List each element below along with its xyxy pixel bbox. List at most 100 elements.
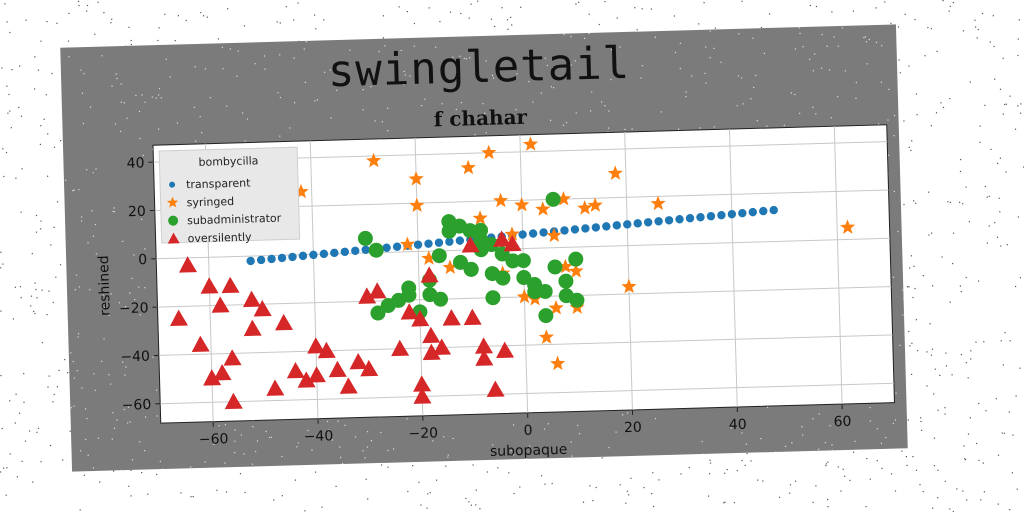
speckle [97, 1, 99, 3]
speckle [501, 7, 503, 9]
speckle [778, 496, 781, 498]
data-point [408, 170, 424, 186]
speckle [904, 13, 906, 15]
speckle [254, 450, 257, 453]
speckle [331, 439, 333, 441]
speckle [3, 467, 5, 469]
data-point [560, 226, 569, 235]
speckle [158, 27, 160, 29]
speckle [76, 369, 78, 372]
speckle [650, 8, 652, 10]
speckle [9, 110, 11, 112]
speckle [625, 502, 627, 504]
y-tick-label: −60 [121, 397, 151, 414]
speckle [200, 12, 202, 14]
data-point [504, 226, 520, 241]
data-point [224, 392, 243, 410]
data-point [602, 222, 611, 231]
speckle [138, 110, 141, 113]
speckle [157, 94, 160, 96]
data-point [360, 359, 379, 377]
speckle [962, 203, 964, 205]
speckle [812, 106, 814, 108]
speckle [979, 125, 981, 127]
speckle [975, 341, 977, 343]
data-point [727, 209, 737, 219]
speckle [122, 361, 124, 363]
data-point [538, 308, 554, 324]
speckle [94, 223, 97, 226]
data-point [370, 305, 386, 321]
speckle [108, 314, 110, 316]
speckle [40, 125, 42, 127]
speckle [745, 443, 747, 445]
speckle [40, 228, 42, 230]
speckle [305, 40, 307, 43]
speckle [933, 393, 935, 395]
speckle [176, 122, 179, 124]
speckle [1004, 332, 1006, 334]
speckle [157, 39, 159, 42]
speckle [506, 19, 509, 21]
speckle [678, 128, 680, 130]
speckle [2, 263, 4, 265]
speckle [994, 222, 996, 224]
speckle [0, 375, 2, 377]
speckle [723, 502, 725, 504]
speckle [876, 428, 878, 430]
speckle [5, 494, 7, 496]
data-point [461, 236, 480, 253]
speckle [95, 168, 97, 170]
speckle [321, 506, 323, 508]
x-tick-label: −20 [408, 425, 438, 442]
speckle [820, 67, 823, 69]
speckle [113, 211, 116, 213]
speckle [978, 402, 980, 405]
speckle [32, 481, 34, 483]
legend: bombycilla transparent syringed subadminis… [158, 146, 301, 245]
speckle [403, 70, 405, 73]
speckle [126, 117, 128, 119]
speckle [432, 440, 434, 442]
speckle [340, 456, 342, 459]
speckle [755, 74, 757, 77]
speckle [809, 4, 811, 7]
speckle [460, 12, 462, 15]
data-point [366, 152, 382, 168]
speckle [128, 26, 130, 28]
speckle [1002, 57, 1004, 59]
speckle [217, 38, 219, 40]
speckle [766, 406, 769, 408]
speckle [827, 498, 829, 501]
data-point [518, 230, 527, 239]
speckle [840, 490, 842, 492]
speckle [108, 374, 110, 376]
speckle [947, 201, 949, 203]
data-point [527, 284, 543, 300]
speckle [795, 480, 797, 482]
speckle [174, 40, 176, 42]
speckle [940, 102, 942, 104]
speckle [887, 119, 889, 121]
speckle [930, 354, 933, 356]
speckle [19, 412, 21, 414]
speckle [949, 98, 951, 100]
speckle [58, 369, 60, 371]
data-point [286, 361, 305, 379]
speckle [902, 289, 904, 291]
speckle [802, 45, 804, 48]
speckle [254, 63, 256, 65]
data-point [399, 236, 416, 252]
speckle [920, 417, 922, 419]
speckle [949, 508, 951, 510]
speckle [244, 491, 246, 494]
speckle [924, 55, 926, 57]
speckle [51, 72, 53, 75]
data-point [643, 218, 653, 227]
speckle [730, 427, 732, 429]
speckle [543, 428, 546, 430]
speckle [551, 482, 553, 485]
speckle [511, 24, 513, 26]
speckle [902, 314, 904, 316]
speckle [865, 506, 867, 508]
